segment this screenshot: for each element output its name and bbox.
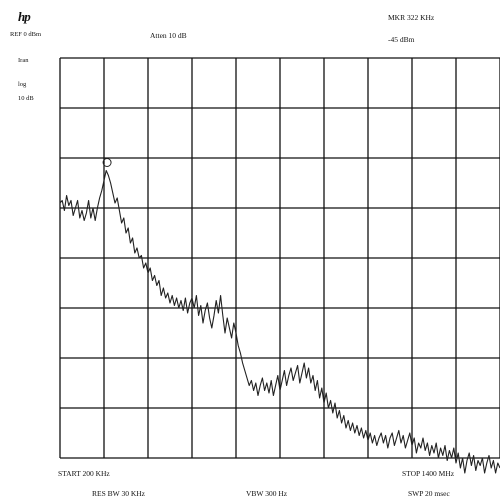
scale-type-label: Iran (18, 57, 29, 64)
marker-frequency-label: MKR 322 KHz (388, 13, 435, 22)
marker-amplitude-label: -45 dBm (388, 35, 415, 44)
scale-mode-label: log (18, 81, 27, 88)
hp-logo: hp (18, 9, 31, 24)
video-bandwidth-label: VBW 300 Hz (246, 489, 288, 498)
scale-div-label: 10 dB (18, 95, 34, 102)
ref-level-label: REF 0 dBm (10, 31, 42, 38)
sweep-time-label: SWP 20 msec (408, 489, 450, 498)
attenuation-label: Atten 10 dB (150, 31, 187, 40)
spectrum-trace (59, 169, 500, 474)
stop-frequency-label: STOP 1400 MHz (402, 469, 455, 478)
marker-circle (102, 158, 112, 167)
resolution-bandwidth-label: RES BW 30 KHz (92, 489, 145, 498)
start-frequency-label: START 200 KHz (58, 469, 110, 478)
graticule (59, 57, 500, 459)
